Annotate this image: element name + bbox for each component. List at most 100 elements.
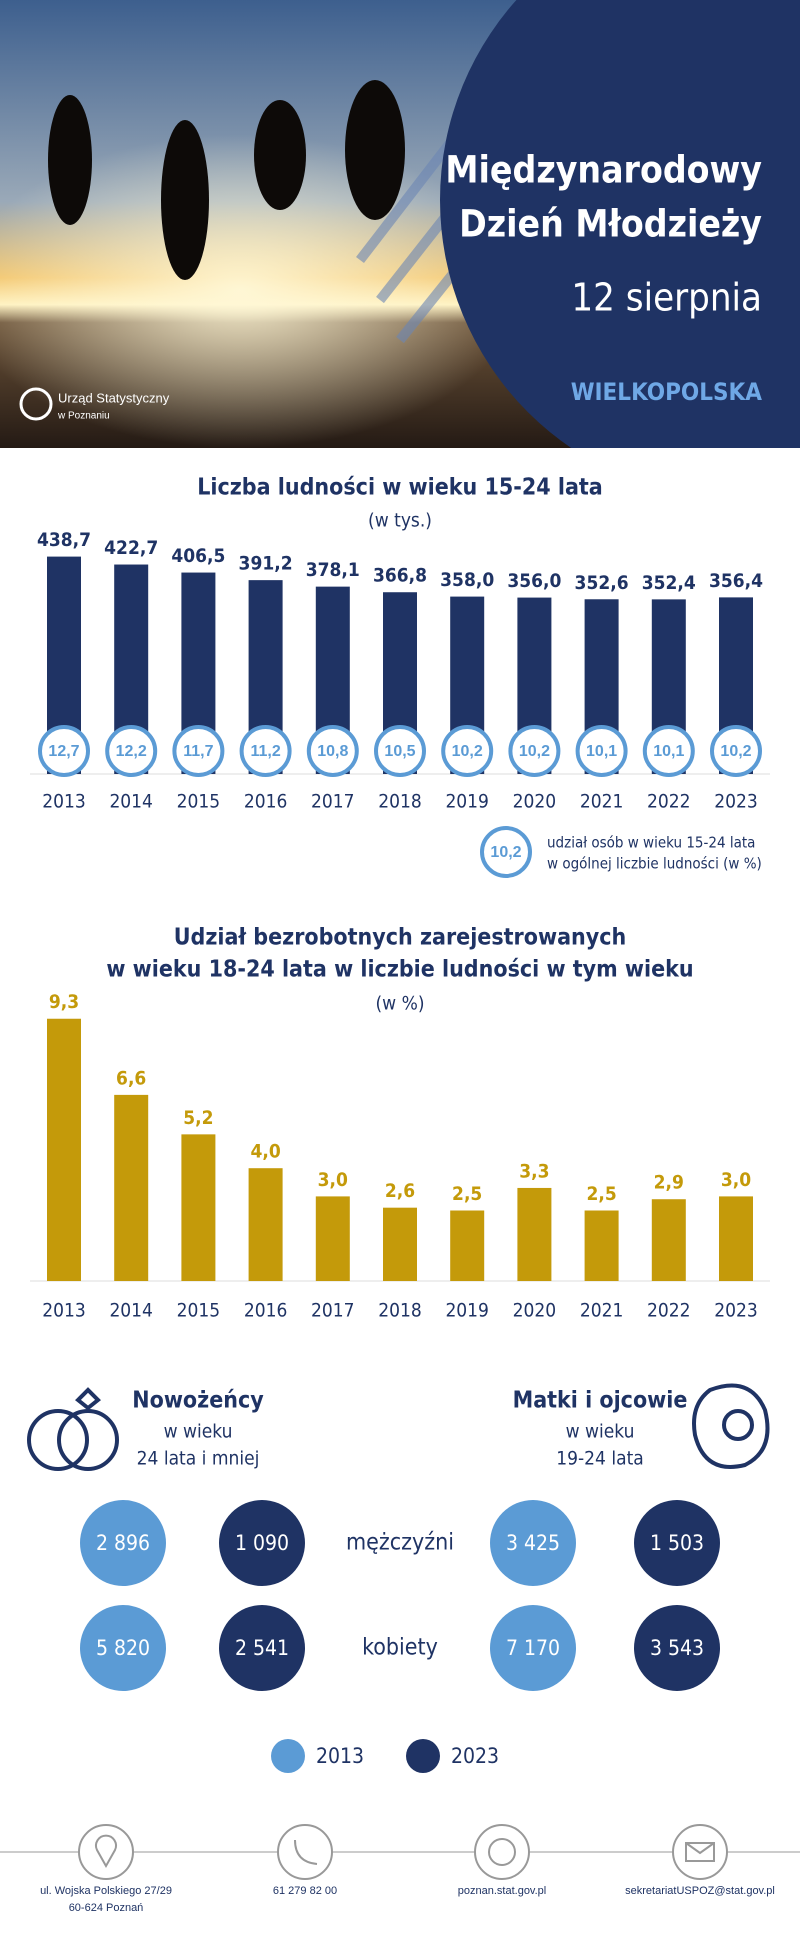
x-tick-label: 2014	[109, 1300, 153, 1322]
x-tick-label: 2022	[647, 1300, 691, 1322]
x-tick-label: 2018	[378, 791, 422, 813]
share-circle	[38, 725, 90, 777]
value-label: 3,3	[519, 1160, 549, 1182]
region: WIELKOPOLSKA	[571, 378, 763, 406]
bar	[248, 1168, 283, 1281]
header: Międzynarodowy Dzień Młodzieży 12 sierpn…	[0, 0, 800, 448]
x-tick-label: 2023	[714, 1300, 758, 1322]
footer-text: sekretariatUSPOZ@stat.gov.pl	[625, 1885, 775, 1897]
date: 12 sierpnia	[571, 276, 762, 320]
value-text: 7 170	[506, 1636, 560, 1660]
share-label: 11,2	[250, 743, 280, 760]
bar	[114, 1094, 149, 1281]
footer-text: poznan.stat.gov.pl	[458, 1885, 546, 1897]
bar	[517, 1187, 552, 1281]
title-disc	[440, 0, 800, 448]
footer-text: 61 279 82 00	[273, 1885, 337, 1897]
value-label: 2,5	[586, 1183, 616, 1205]
chart-subtitle: (w tys.)	[368, 510, 432, 532]
share-circle	[575, 725, 628, 777]
section-subtitle: 24 lata i mniej	[137, 1448, 260, 1470]
value-text: 3 425	[506, 1531, 560, 1555]
value-label: 422,7	[104, 537, 158, 559]
share-circle	[710, 725, 762, 777]
value-label: 6,6	[116, 1067, 146, 1089]
share-label: 10,2	[720, 743, 751, 760]
x-tick-label: 2020	[513, 1300, 557, 1322]
footer-text: ul. Wojska Polskiego 27/29	[40, 1885, 172, 1897]
chart-title: Liczba ludności w wieku 15-24 lata	[197, 475, 603, 501]
chart-title: w wieku 18-24 lata w liczbie ludności w …	[106, 957, 693, 983]
title: Międzynarodowy	[445, 149, 762, 192]
title: Dzień Młodzieży	[459, 203, 762, 246]
value-label: 406,5	[171, 545, 225, 567]
bar	[181, 1134, 216, 1281]
logo-icon	[19, 387, 53, 421]
value-label: 4,0	[250, 1141, 280, 1163]
section-subtitle: 19-24 lata	[556, 1448, 644, 1470]
value-circle	[219, 1605, 305, 1691]
share-circle	[441, 725, 494, 777]
value-circle	[634, 1500, 720, 1586]
value-circle	[80, 1500, 166, 1586]
value-label: 378,1	[306, 559, 360, 581]
value-label: 5,2	[183, 1107, 213, 1129]
value-label: 358,0	[440, 569, 494, 591]
bar	[651, 1199, 686, 1281]
share-label: 12,7	[48, 743, 79, 760]
x-tick-label: 2016	[244, 1300, 288, 1322]
share-circle	[508, 725, 561, 777]
x-tick-label: 2017	[311, 1300, 355, 1322]
legend-sample	[480, 826, 532, 878]
x-tick-label: 2014	[109, 791, 153, 813]
value-circle	[634, 1605, 720, 1691]
silhouettes	[48, 80, 405, 280]
logo-text: w Poznaniu	[57, 411, 110, 422]
value-label: 3,0	[318, 1169, 348, 1191]
share-label: 10,1	[586, 743, 617, 760]
x-tick-label: 2022	[647, 791, 691, 813]
value-label: 9,3	[49, 991, 79, 1013]
chart-title: Udział bezrobotnych zarejestrowanych	[174, 925, 627, 951]
x-tick-label: 2020	[513, 791, 557, 813]
x-tick-label: 2023	[714, 791, 758, 813]
chart-subtitle: (w %)	[376, 993, 425, 1015]
share-label: 10,2	[452, 743, 483, 760]
share-circle	[306, 725, 359, 777]
legend-label: udział osób w wieku 15-24 lata	[547, 834, 755, 852]
row-label: kobiety	[362, 1635, 438, 1661]
share-circle	[374, 725, 426, 777]
value-circle	[490, 1605, 576, 1691]
share-circle	[105, 725, 158, 777]
share-circle	[172, 725, 225, 777]
value-label: 352,4	[642, 572, 696, 594]
rings-icon	[27, 1387, 119, 1471]
value-circle	[80, 1605, 166, 1691]
value-label: 438,7	[37, 529, 91, 551]
section-subtitle: w wieku	[566, 1421, 635, 1443]
share-label: 10,1	[653, 743, 684, 760]
bar	[47, 1018, 81, 1281]
value-circle	[219, 1500, 305, 1586]
x-tick-label: 2021	[580, 791, 624, 813]
legend-label: 2023	[451, 1744, 499, 1768]
section-subtitle: w wieku	[164, 1421, 233, 1443]
footer-text: 60-624 Poznań	[69, 1902, 144, 1914]
value-label: 352,6	[575, 572, 629, 594]
x-tick-label: 2019	[445, 791, 489, 813]
value-circle	[490, 1500, 576, 1586]
x-tick-label: 2013	[42, 1300, 86, 1322]
bar	[584, 1210, 619, 1281]
bar	[450, 1210, 485, 1281]
x-tick-label: 2016	[244, 791, 288, 813]
legend-swatch	[406, 1739, 440, 1773]
value-label: 356,4	[709, 570, 763, 592]
value-label: 391,2	[239, 553, 293, 575]
share-label: 10,8	[317, 743, 348, 760]
x-tick-label: 2021	[580, 1300, 624, 1322]
value-text: 2 896	[96, 1531, 150, 1555]
value-text: 1 090	[235, 1531, 289, 1555]
value-text: 2 541	[235, 1636, 289, 1660]
share-label: 10,5	[384, 743, 415, 760]
